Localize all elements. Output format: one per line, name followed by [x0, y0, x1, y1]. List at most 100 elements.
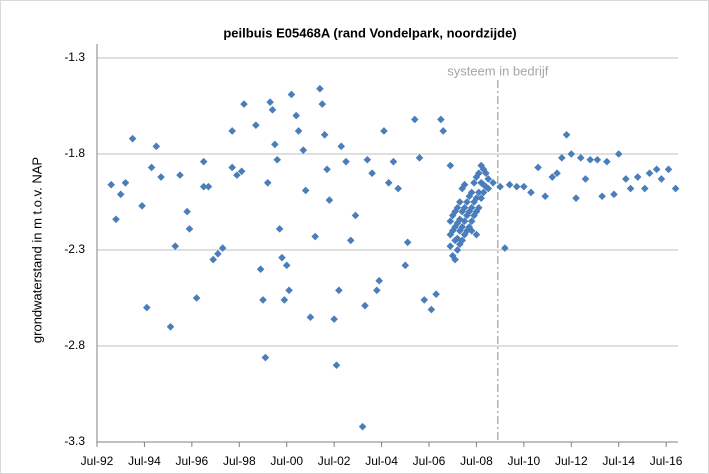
point [363, 155, 372, 164]
point [576, 154, 585, 162]
point [482, 182, 490, 191]
point [505, 180, 514, 189]
point [171, 242, 180, 250]
point [626, 184, 635, 193]
x-tick-label: Jul-02 [318, 454, 351, 468]
point [252, 121, 260, 129]
point [128, 134, 137, 143]
point [294, 127, 303, 135]
point [512, 182, 521, 191]
point [147, 163, 156, 172]
point [448, 251, 457, 260]
point [475, 203, 483, 212]
point [311, 232, 319, 241]
point [403, 238, 412, 247]
point [465, 207, 474, 216]
point [218, 244, 227, 252]
point [484, 175, 493, 183]
point [446, 242, 455, 250]
point [567, 150, 576, 158]
point [394, 184, 402, 193]
point [645, 169, 654, 177]
point [463, 227, 471, 235]
point [489, 179, 497, 187]
point [204, 182, 213, 191]
point [256, 265, 265, 273]
point [266, 98, 274, 106]
point [456, 240, 464, 249]
point [465, 192, 474, 201]
point [520, 182, 528, 191]
point [671, 184, 680, 193]
point [384, 179, 393, 187]
point [460, 203, 469, 212]
x-tick-label: Jul-94 [128, 454, 161, 468]
point [460, 230, 469, 239]
point [209, 255, 217, 264]
point [342, 157, 350, 166]
point [458, 223, 466, 231]
point [448, 227, 457, 235]
point [472, 173, 481, 181]
point [458, 207, 466, 216]
point [261, 353, 270, 362]
point [586, 155, 595, 164]
point [214, 250, 222, 258]
point [453, 234, 462, 243]
point [358, 422, 367, 431]
x-tick-label: Jul-92 [81, 454, 114, 468]
point [375, 276, 383, 285]
point [470, 179, 478, 187]
point [446, 161, 455, 170]
point [553, 169, 561, 177]
x-tick-label: Jul-14 [602, 454, 635, 468]
point [496, 182, 504, 191]
point [501, 244, 509, 252]
point [453, 246, 462, 254]
point [581, 175, 590, 183]
point [351, 211, 360, 220]
x-tick-label: Jul-06 [413, 454, 446, 468]
point [292, 111, 300, 120]
point [652, 165, 661, 174]
point [330, 315, 338, 323]
point [166, 323, 175, 331]
point [456, 227, 464, 235]
point [460, 217, 469, 225]
point [484, 184, 493, 193]
x-tick-label: Jul-10 [508, 454, 541, 468]
point [116, 190, 125, 199]
point [451, 207, 459, 216]
point [157, 173, 165, 181]
point [467, 227, 476, 235]
y-axis-label: grondwaterstand in m t.o.v. NAP [29, 157, 44, 343]
point [237, 167, 246, 176]
point [472, 194, 481, 202]
point [562, 131, 571, 139]
point [548, 173, 557, 181]
point [451, 223, 459, 231]
point [192, 294, 201, 302]
point [278, 253, 286, 262]
point [472, 207, 481, 216]
point [228, 127, 236, 135]
point [657, 175, 666, 183]
point [641, 184, 649, 193]
point [199, 182, 208, 191]
point [622, 175, 630, 183]
point [138, 202, 146, 210]
point [467, 188, 476, 197]
x-tick-label: Jul-12 [555, 454, 588, 468]
x-tick-label: Jul-04 [365, 454, 398, 468]
point [299, 146, 308, 154]
point [112, 215, 120, 224]
y-tick-label: -3.3 [64, 434, 85, 448]
point [470, 211, 478, 220]
point [199, 157, 208, 166]
point [271, 140, 279, 149]
point [107, 180, 116, 189]
point [541, 192, 549, 201]
point [437, 115, 445, 124]
